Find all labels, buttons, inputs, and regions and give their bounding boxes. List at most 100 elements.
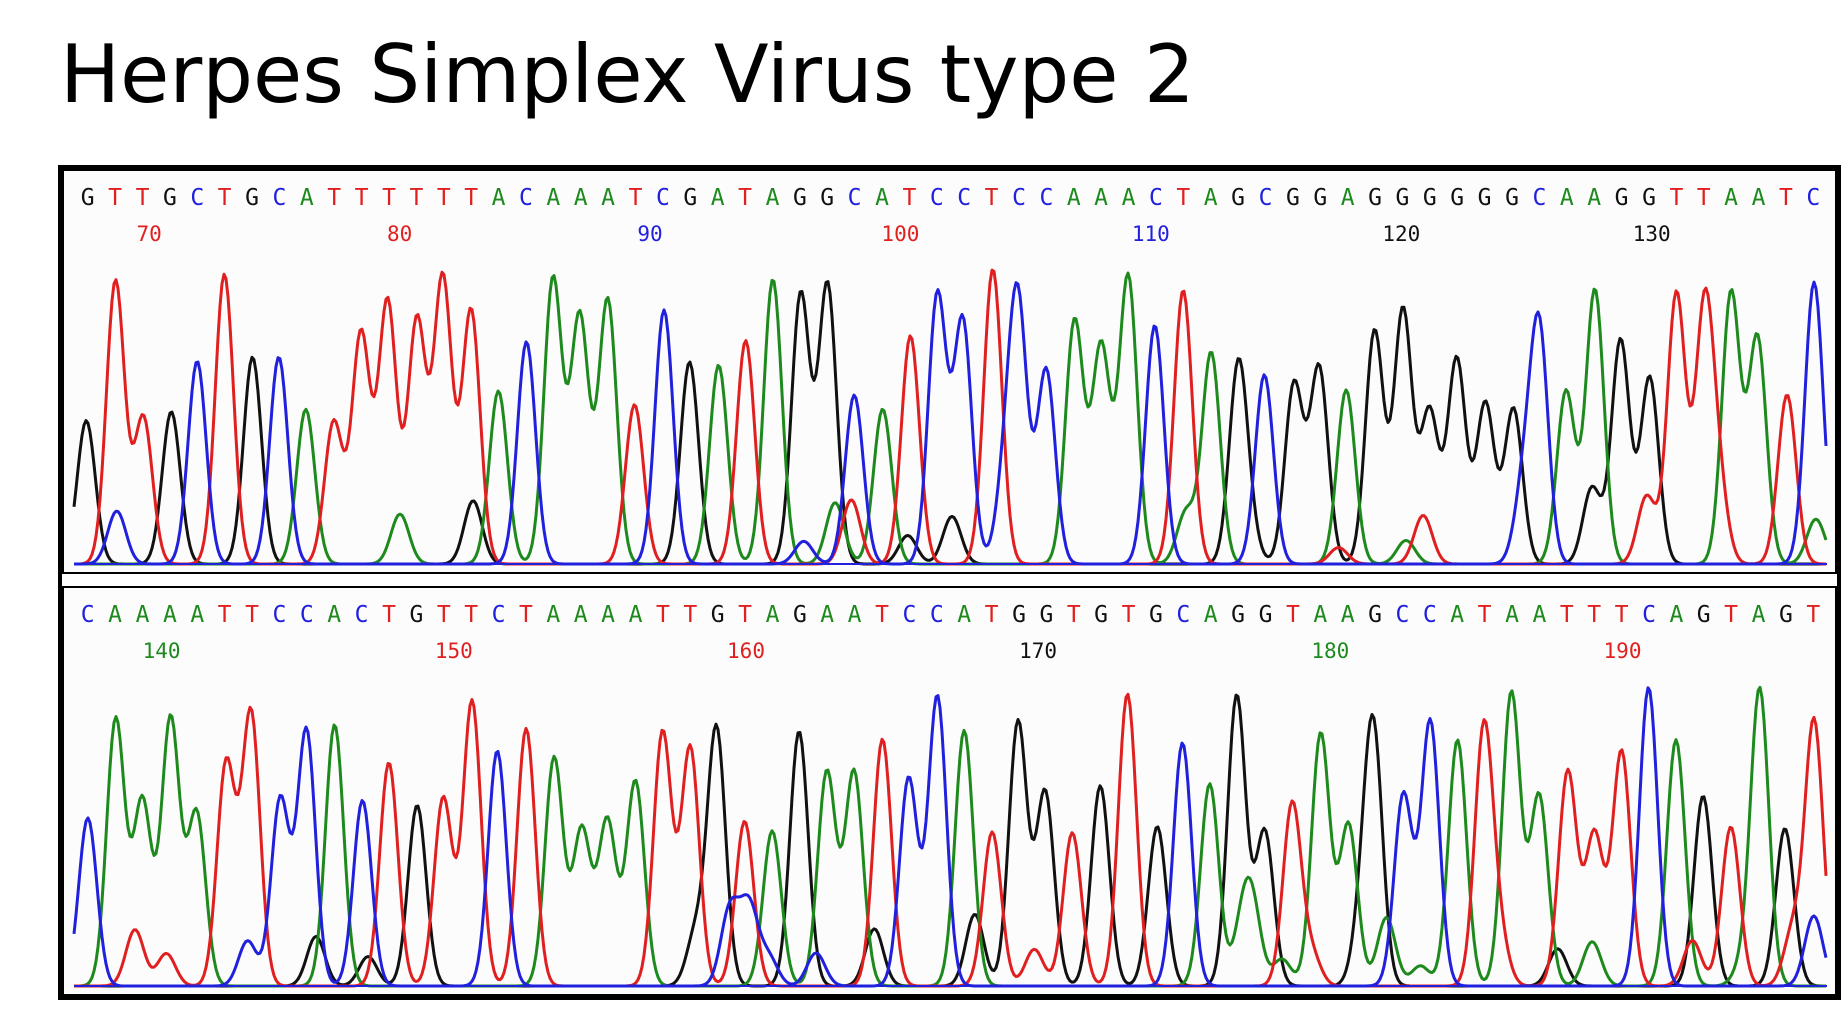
base-call-A: A [574, 185, 588, 211]
base-call-A: A [820, 602, 834, 628]
base-call-T: T [1478, 602, 1492, 628]
base-call-C: C [1395, 602, 1409, 628]
base-call-G: G [1615, 185, 1629, 211]
base-call-C: C [1176, 602, 1190, 628]
base-call-G: G [1259, 602, 1273, 628]
base-call-C: C [1642, 602, 1656, 628]
base-call-C: C [190, 185, 204, 211]
base-call-G: G [409, 602, 423, 628]
position-label: 120 [1382, 222, 1420, 246]
base-call-G: G [1423, 185, 1437, 211]
base-call-G: G [1368, 185, 1382, 211]
base-call-T: T [875, 602, 889, 628]
base-call-G: G [1039, 602, 1053, 628]
base-call-G: G [1779, 602, 1793, 628]
base-call-A: A [711, 185, 725, 211]
base-call-A: A [1204, 602, 1218, 628]
base-call-T: T [1176, 185, 1190, 211]
base-call-G: G [1395, 185, 1409, 211]
base-call-G: G [1505, 185, 1519, 211]
base-call-T: T [902, 185, 916, 211]
base-call-A: A [601, 185, 615, 211]
base-call-G: G [793, 602, 807, 628]
base-call-T: T [1067, 602, 1081, 628]
base-call-T: T [519, 602, 533, 628]
base-call-G: G [1231, 602, 1245, 628]
base-call-A: A [957, 602, 971, 628]
position-label: 160 [727, 639, 765, 663]
page-title: Herpes Simplex Virus type 2 [60, 28, 1195, 121]
base-call-A: A [574, 602, 588, 628]
base-call-A: A [546, 185, 560, 211]
base-call-A: A [1204, 185, 1218, 211]
base-call-C: C [272, 602, 286, 628]
base-call-T: T [464, 185, 478, 211]
base-call-A: A [1724, 185, 1738, 211]
base-call-A: A [1752, 602, 1766, 628]
base-call-C: C [930, 185, 944, 211]
position-label: 130 [1633, 222, 1671, 246]
base-call-C: C [355, 602, 369, 628]
base-call-T: T [1724, 602, 1738, 628]
base-call-T: T [327, 185, 341, 211]
base-call-T: T [629, 185, 643, 211]
base-call-A: A [1532, 602, 1546, 628]
position-label: 170 [1019, 639, 1057, 663]
base-call-A: A [848, 602, 862, 628]
base-call-C: C [1039, 185, 1053, 211]
base-call-T: T [245, 602, 259, 628]
base-call-A: A [1122, 185, 1136, 211]
base-call-A: A [327, 602, 341, 628]
base-call-T: T [355, 185, 369, 211]
base-call-T: T [382, 602, 396, 628]
base-call-T: T [437, 602, 451, 628]
base-call-C: C [930, 602, 944, 628]
base-call-C: C [902, 602, 916, 628]
base-call-A: A [766, 185, 780, 211]
base-call-A: A [875, 185, 889, 211]
base-call-T: T [1122, 602, 1136, 628]
base-call-C: C [272, 185, 286, 211]
base-call-T: T [1669, 185, 1683, 211]
position-label: 190 [1604, 639, 1642, 663]
base-call-T: T [1615, 602, 1629, 628]
base-call-T: T [464, 602, 478, 628]
position-label: 70 [136, 222, 161, 246]
base-call-C: C [1149, 185, 1163, 211]
base-call-G: G [793, 185, 807, 211]
base-call-A: A [1067, 185, 1081, 211]
base-call-A: A [190, 602, 204, 628]
base-call-A: A [108, 602, 122, 628]
base-call-T: T [136, 185, 150, 211]
position-label: 140 [143, 639, 181, 663]
base-call-G: G [163, 185, 177, 211]
base-call-T: T [985, 602, 999, 628]
base-call-T: T [218, 185, 232, 211]
base-call-G: G [1094, 602, 1108, 628]
position-label: 80 [387, 222, 412, 246]
position-label: 110 [1132, 222, 1170, 246]
base-call-A: A [1450, 602, 1464, 628]
base-call-G: G [711, 602, 725, 628]
base-call-A: A [766, 602, 780, 628]
base-call-T: T [656, 602, 670, 628]
base-call-A: A [1669, 602, 1683, 628]
base-call-A: A [1341, 602, 1355, 628]
base-call-A: A [546, 602, 560, 628]
base-call-G: G [1231, 185, 1245, 211]
base-call-C: C [656, 185, 670, 211]
position-label: 90 [637, 222, 662, 246]
base-call-C: C [1259, 185, 1273, 211]
base-call-G: G [683, 185, 697, 211]
base-call-A: A [163, 602, 177, 628]
base-call-T: T [1697, 185, 1711, 211]
base-call-A: A [1341, 185, 1355, 211]
base-call-C: C [81, 602, 95, 628]
base-call-A: A [1587, 185, 1601, 211]
base-call-T: T [738, 602, 752, 628]
base-call-G: G [81, 185, 95, 211]
